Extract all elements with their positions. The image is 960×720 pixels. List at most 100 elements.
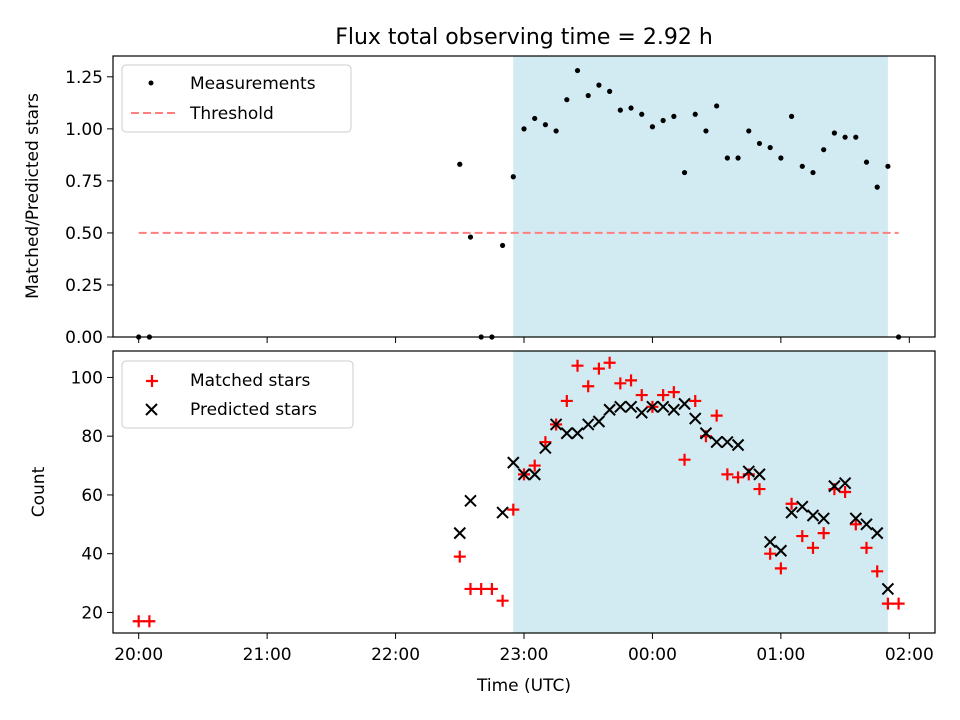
top-axes-frame	[112, 55, 936, 338]
measurement-point	[714, 103, 720, 109]
matched-star-point	[732, 471, 745, 484]
predicted-star-point	[881, 582, 895, 596]
predicted-star-point	[507, 456, 520, 469]
predicted-star-point	[464, 494, 477, 508]
predicted-star-point	[549, 418, 563, 431]
predicted-star-point	[763, 535, 777, 549]
legend-threshold-label: Threshold	[189, 104, 274, 124]
predicted-star-point	[603, 403, 616, 416]
top-y-tick-label: 0.75	[65, 172, 103, 192]
measurement-point	[574, 67, 581, 74]
measurement-point	[853, 134, 859, 140]
matched-star-point	[475, 582, 488, 595]
predicted-star-point	[624, 400, 638, 414]
matched-star-point	[614, 377, 627, 390]
legend-predicted-marker	[145, 403, 158, 416]
predicted-star-point	[785, 506, 798, 519]
predicted-star-point	[806, 509, 820, 522]
bottom-legend-box	[121, 360, 354, 429]
matched-star-point	[625, 374, 638, 387]
predicted-star-point	[496, 506, 509, 519]
x-tick-label: 23:00	[500, 645, 549, 665]
top-y-tick-label: 1.25	[65, 68, 103, 88]
predicted-star-point	[753, 468, 766, 481]
x-tick-label: 00:00	[628, 645, 677, 665]
measurement-point	[842, 134, 848, 140]
bottom-y-axis-ticks: 20 40 60 80 100	[71, 368, 113, 623]
matched-star-point	[496, 594, 509, 607]
bottom-y-axis-label: Count	[29, 466, 49, 517]
bottom-y-tick-label: 80	[81, 427, 103, 447]
matched-star-point	[860, 541, 873, 554]
measurement-point	[628, 105, 634, 111]
top-y-tick-label: 0.00	[65, 328, 103, 348]
matched-star-point	[785, 497, 798, 510]
predicted-star-point	[582, 418, 595, 431]
measurement-point	[756, 140, 763, 147]
predicted-star-point	[592, 415, 606, 428]
measurement-point	[521, 126, 527, 132]
measurement-point	[874, 184, 880, 190]
measurement-point	[607, 88, 613, 94]
predicted-star-point	[635, 406, 648, 419]
predicted-star-point	[817, 512, 830, 525]
measurement-point	[499, 242, 506, 249]
measurement-point	[735, 155, 741, 161]
measurement-point	[885, 163, 891, 169]
predicted-star-point	[699, 427, 713, 440]
matched-star-point	[143, 615, 156, 628]
predicted-star-point	[571, 427, 584, 440]
bottom-observing-window	[513, 351, 888, 633]
matched-star-point	[528, 459, 541, 472]
measurement-point	[703, 128, 709, 134]
measurement-point	[767, 144, 773, 151]
top-y-tick-label: 1.00	[65, 120, 103, 140]
top-y-tick-label: 0.25	[65, 276, 103, 296]
measurement-point	[467, 234, 474, 240]
predicted-star-point	[646, 400, 659, 414]
matched-star-point	[635, 389, 648, 402]
predicted-star-point	[870, 526, 884, 540]
measurement-point	[617, 107, 623, 113]
measurement-point	[821, 147, 827, 153]
legend-measurements-marker	[148, 80, 154, 86]
top-panel: 0.00 0.25 0.50 0.75 1.00 1.25 Matched/Predict…	[23, 55, 936, 348]
bottom-observing-window-band	[513, 351, 888, 633]
bottom-y-tick-label: 40	[81, 545, 103, 565]
predicted-star-point	[721, 435, 734, 449]
legend-matched-label: Matched stars	[190, 371, 310, 391]
measurement-point	[639, 111, 645, 117]
bottom-y-tick-label: 60	[81, 486, 103, 506]
predicted-star-point	[710, 435, 723, 449]
matched-star-point	[817, 527, 830, 540]
matched-star-point	[485, 582, 498, 595]
measurement-point	[585, 92, 591, 99]
matched-star-point	[132, 615, 145, 628]
predicted-star-point	[528, 468, 541, 481]
measurement-point	[799, 163, 805, 169]
matched-star-point	[667, 386, 680, 399]
legend-matched-marker	[146, 375, 158, 387]
top-observing-window	[513, 56, 888, 337]
predicted-star-point	[539, 441, 552, 455]
predicted-star-point	[667, 403, 681, 416]
measurement-point	[778, 155, 784, 161]
matched-star-point	[753, 483, 766, 496]
measurement-point	[660, 117, 666, 124]
measurement-point	[457, 161, 463, 167]
matched-star-point	[464, 582, 477, 595]
predicted-star-point	[678, 397, 691, 411]
matched-star-point	[592, 362, 605, 375]
matched-star-point	[839, 486, 852, 498]
matched-star-point	[560, 394, 573, 407]
measurement-point	[532, 115, 538, 122]
measurement-point	[746, 128, 752, 134]
predicted-star-point	[838, 476, 852, 490]
x-tick-label: 01:00	[756, 645, 805, 665]
measurement-points	[136, 67, 902, 340]
measurement-point	[692, 111, 698, 117]
matched-star-point	[774, 562, 787, 575]
matched-star-point	[603, 356, 616, 369]
x-tick-label: 20:00	[114, 645, 163, 665]
